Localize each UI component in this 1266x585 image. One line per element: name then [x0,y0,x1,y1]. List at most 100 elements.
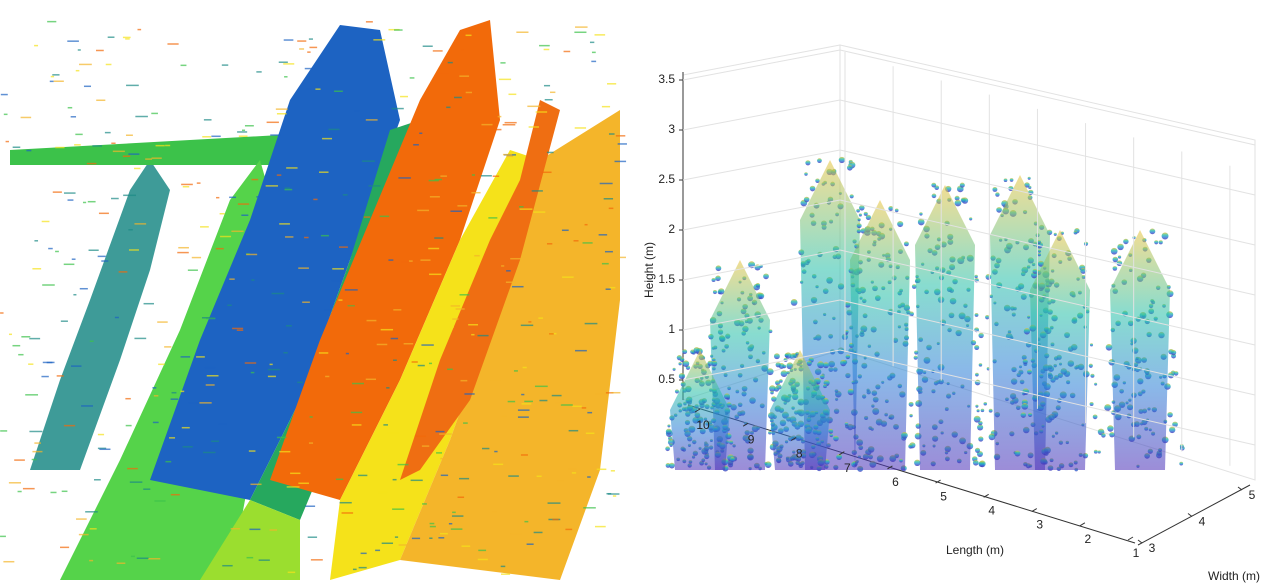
tree-point [850,194,854,198]
cloud-point [126,134,133,136]
cloud-point [334,91,343,93]
cloud-point [76,518,87,520]
cloud-point [308,536,317,538]
cloud-point [53,191,62,193]
cloud-point [481,124,492,126]
cloud-point [305,505,315,507]
cloud-point [277,113,287,115]
cloud-point [508,401,515,403]
tree-point [1094,383,1097,386]
cloud-point [348,304,359,306]
cloud-point [71,116,76,118]
cloud-point [181,184,193,186]
tree-point [984,402,988,406]
tree-point [776,362,781,367]
tree-point [1179,462,1183,466]
tree-point [975,313,979,317]
cloud-point [242,130,245,132]
cloud-point [111,143,115,145]
cloud-point [508,475,519,477]
cloud-point [220,213,225,215]
tree-point [836,454,842,460]
cloud-point [422,445,429,447]
cloud-point [539,45,550,47]
cloud-point [183,446,193,448]
tree-point [666,463,671,468]
cloud-point [211,136,220,138]
cloud-point [586,433,595,435]
cloud-point [536,111,547,113]
cloud-point [340,502,352,504]
cloud-point [188,269,198,271]
cloud-point [510,533,522,535]
tree-point [1159,240,1163,244]
cloud-point [468,324,478,326]
cloud-point [284,39,294,41]
cloud-point [211,441,219,443]
tree-point [919,212,922,215]
cloud-point [12,345,20,347]
cloud-point [14,459,25,461]
cloud-point [554,242,561,244]
cloud-point [267,122,279,124]
tree-point [897,221,903,227]
cloud-point [23,488,35,490]
tree-point [975,275,978,278]
tree-point [908,444,913,449]
cloud-point [602,106,610,108]
tree-point [667,424,670,427]
cloud-point [171,398,179,400]
cloud-point [369,373,372,375]
cloud-point [585,224,588,226]
tree-point [899,459,903,463]
cloud-point [246,254,257,256]
cloud-point [533,211,545,213]
tree-point [1027,315,1030,318]
z-tick-label: 1 [668,322,675,336]
cloud-point [165,461,171,463]
tree-point [1021,403,1028,410]
tree-point [804,172,808,176]
cloud-point [382,543,393,545]
cloud-point [285,187,291,189]
cloud-point [430,526,436,528]
cloud-point [353,569,357,571]
tree-point [830,434,833,437]
cloud-point [498,116,502,118]
cloud-point [62,491,68,493]
cloud-point [401,261,409,263]
cloud-point [55,147,64,149]
cloud-point [575,127,586,129]
tree-point [817,361,824,368]
cloud-point [247,557,254,559]
cloud-point [602,263,609,265]
tree-point [978,333,983,338]
cloud-point [128,229,132,231]
cloud-point [375,550,380,552]
cloud-point [514,370,518,372]
cloud-point [64,192,76,194]
cloud-point [452,515,463,517]
cloud-point [328,129,339,131]
cloud-point [508,94,516,96]
x-tick-label: 2 [1085,532,1092,546]
cloud-point [469,480,473,482]
cloud-point [352,424,362,426]
cloud-point [164,346,171,348]
cloud-point [439,433,452,435]
cloud-point [219,423,227,425]
tree-point [713,290,717,294]
cloud-point [156,145,165,147]
cloud-point [506,156,513,158]
cloud-point [64,264,75,266]
cloud-point [565,529,572,531]
cloud-point [290,473,300,475]
tree-point [1015,451,1021,457]
cloud-point [618,143,627,145]
cloud-point [575,350,587,352]
cloud-point [98,434,104,436]
tree-point [996,207,1002,213]
cloud-point [610,287,616,289]
cloud-point [529,126,539,128]
cloud-point [266,185,278,187]
